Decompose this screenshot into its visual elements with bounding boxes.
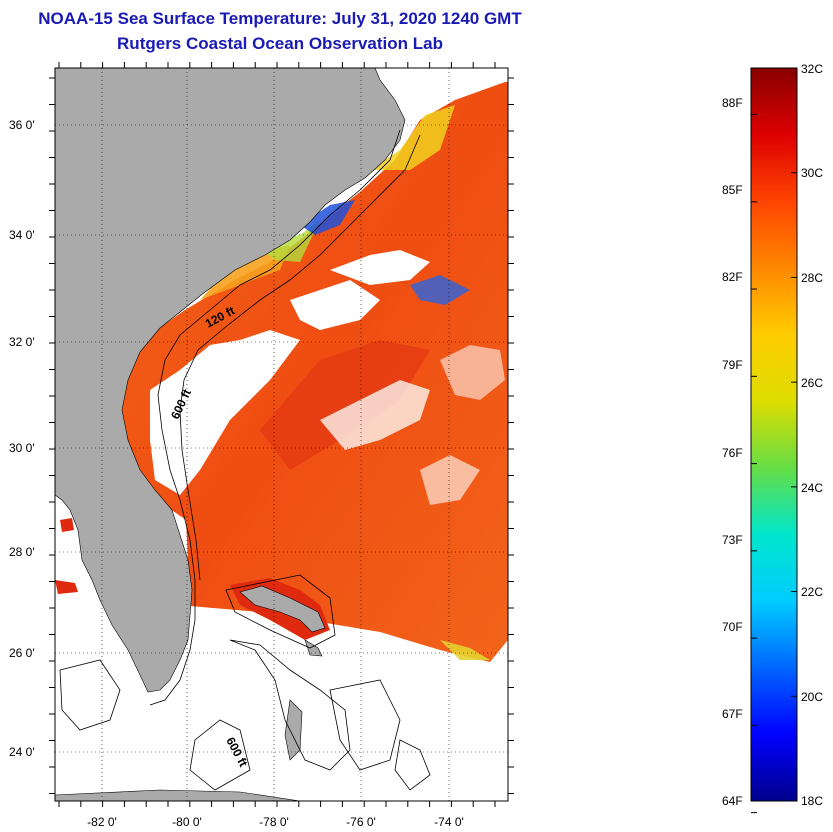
blue-patch — [410, 275, 470, 305]
lat-label: 26 0' — [9, 646, 35, 660]
lat-label: 36 0' — [9, 118, 35, 132]
warm-core — [260, 340, 430, 470]
colorbar-f-label: 70F — [722, 620, 743, 634]
lat-label: 30 0' — [9, 441, 35, 455]
colorbar-c-label: 26C — [801, 376, 824, 390]
longitude-labels: -82 0' -80 0' -78 0' -76 0' -74 0' — [87, 815, 464, 829]
colorbar-f-label: 73F — [722, 533, 743, 547]
left-warm-patch — [55, 580, 78, 594]
cuba-coast — [55, 789, 301, 801]
map-title: NOAA-15 Sea Surface Temperature: July 31… — [38, 9, 522, 28]
lon-label: -74 0' — [434, 815, 464, 829]
lat-label: 24 0' — [9, 745, 35, 759]
colorbar-c-label: 32C — [801, 62, 824, 76]
lat-label: 34 0' — [9, 228, 35, 242]
colorbar-f-label: 79F — [722, 358, 743, 372]
lon-label: -82 0' — [87, 815, 117, 829]
colorbar-f-label: 76F — [722, 446, 743, 460]
map-ticks — [49, 62, 514, 807]
colorbar-c-label: 30C — [801, 166, 824, 180]
colorbar-f-label: 64F — [722, 794, 743, 808]
map-subtitle: Rutgers Coastal Ocean Observation Lab — [117, 34, 443, 53]
outer-banks-band — [370, 105, 455, 170]
colorbar-f-label: 85F — [722, 183, 743, 197]
colorbar-c-label: 28C — [801, 271, 824, 285]
colorbar-f-label: 82F — [722, 270, 743, 284]
bathymetry-contours — [59, 129, 431, 791]
latitude-labels: 36 0' 34 0' 32 0' 30 0' 28 0' 26 0' 24 0… — [9, 118, 35, 759]
colorbar-c-label: 18C — [801, 794, 824, 808]
colorbar-ticks — [751, 67, 797, 814]
lat-label: 28 0' — [9, 545, 35, 559]
colorbar-c-label: 24C — [801, 481, 824, 495]
bahamas-island — [304, 639, 323, 657]
lat-label: 32 0' — [9, 335, 35, 349]
left-warm-patch — [60, 518, 74, 532]
colorbar — [750, 67, 798, 802]
colorbar-f-label: 88F — [722, 96, 743, 110]
nearshore-cooler — [200, 245, 290, 300]
map-frame — [54, 67, 509, 802]
colorbar-f-label: 67F — [722, 707, 743, 721]
colorbar-c-label: 20C — [801, 690, 824, 704]
colorbar-c-label: 22C — [801, 585, 824, 599]
cyan-patch — [440, 640, 490, 660]
lon-label: -76 0' — [346, 815, 376, 829]
lon-label: -78 0' — [259, 815, 289, 829]
bahamas-island — [239, 585, 326, 633]
cloud-cover — [150, 250, 505, 505]
lon-label: -80 0' — [172, 815, 202, 829]
